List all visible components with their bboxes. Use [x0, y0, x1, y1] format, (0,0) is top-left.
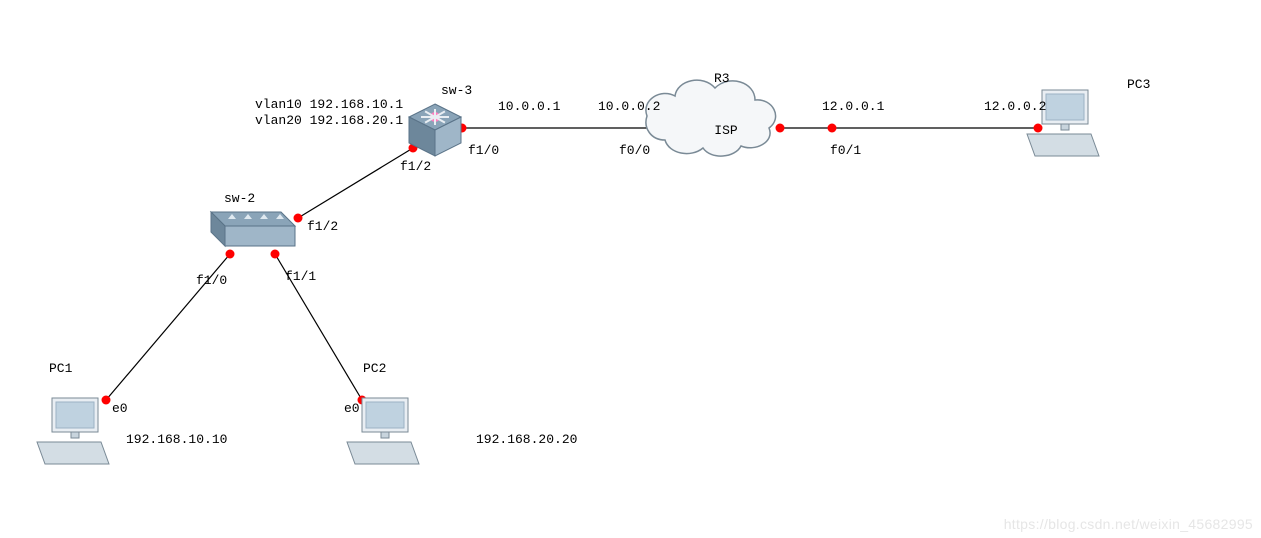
node-label: sw-3	[441, 83, 472, 98]
topology-canvas: f1/0f1/2f1/2f1/0f1/1f0/0f0/1e0e0e0sw-3sw…	[0, 0, 1261, 538]
port-label: f1/1	[285, 269, 316, 284]
port-label: f1/0	[468, 143, 499, 158]
port-dot	[294, 214, 303, 223]
port-label: e0	[344, 401, 360, 416]
port-label: e0	[112, 401, 128, 416]
node-label: PC3	[1127, 77, 1150, 92]
ip-r3-f01: 12.0.0.1	[822, 99, 884, 114]
svg-text:ISP: ISP	[714, 123, 738, 138]
link	[298, 148, 413, 218]
port-label: f1/2	[400, 159, 431, 174]
switch-icon	[211, 212, 295, 246]
ip-pc1: 192.168.10.10	[126, 432, 227, 447]
port-dot	[102, 396, 111, 405]
watermark: https://blog.csdn.net/weixin_45682995	[1004, 516, 1253, 532]
ip-sw3-f10: 10.0.0.1	[498, 99, 560, 114]
node-label: R3	[714, 71, 730, 86]
pc-icon	[37, 398, 109, 464]
vlan10-label: vlan10 192.168.10.1	[255, 97, 403, 112]
port-label: f0/0	[619, 143, 650, 158]
ip-pc3: 12.0.0.2	[984, 99, 1046, 114]
port-label: f1/2	[307, 219, 338, 234]
ip-r3-f00: 10.0.0.2	[598, 99, 660, 114]
port-dot	[226, 250, 235, 259]
port-dot	[776, 124, 785, 133]
vlan20-label: vlan20 192.168.20.1	[255, 113, 403, 128]
cloud-icon: ISP	[646, 80, 776, 156]
node-label: PC1	[49, 361, 73, 376]
node-label: PC2	[363, 361, 386, 376]
port-dot	[271, 250, 280, 259]
port-dot	[1034, 124, 1043, 133]
port-label: f1/0	[196, 273, 227, 288]
port-dot	[828, 124, 837, 133]
ip-pc2: 192.168.20.20	[476, 432, 577, 447]
node-label: sw-2	[224, 191, 255, 206]
port-label: f0/1	[830, 143, 861, 158]
